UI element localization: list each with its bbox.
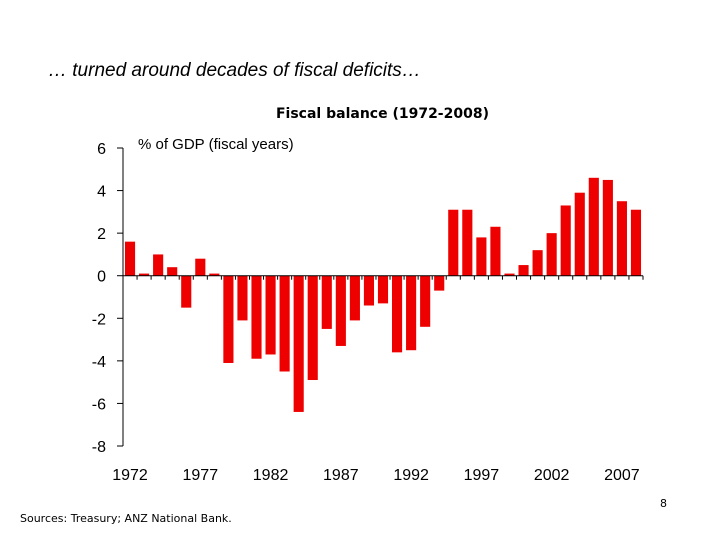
x-tick-labels: 1972 1977 1982 1987 1992 1997 2002 2007 [112,467,640,484]
bar-2008 [630,209,642,276]
bar-1997 [476,237,487,276]
bar-1991 [391,275,403,353]
bar-2003 [560,205,571,276]
bar-1989 [363,275,375,306]
sources-note: Sources: Treasury; ANZ National Bank. [20,512,232,525]
bar-2002 [546,233,557,276]
bar-2004 [574,192,585,276]
bar-1974 [153,254,164,276]
x-tick-label-1987: 1987 [323,467,359,484]
slide-title: … turned around decades of fiscal defici… [48,60,421,81]
bar-2000 [518,265,529,276]
bar-1980 [237,275,248,321]
bar-2001 [532,250,543,276]
y-tick-label: 0 [97,269,106,286]
y-tick-label: -8 [92,439,106,456]
bars-group [124,177,642,412]
page-number: 8 [660,497,667,510]
bar-1972 [124,241,136,276]
y-tick-label: 2 [97,226,106,243]
bar-1978 [209,273,220,276]
y-tick-label: -6 [92,396,106,413]
y-tick-label: -4 [92,354,106,371]
bar-1993 [420,275,431,327]
bar-1990 [377,275,389,304]
bar-2006 [602,179,613,276]
bar-1984 [293,275,304,412]
bar-1979 [223,275,234,363]
bar-1981 [251,275,262,359]
chart-subtitle: % of GDP (fiscal years) [138,136,294,153]
x-tick-label-2002: 2002 [534,467,570,484]
y-tick-labels: 6 4 2 0 -2 -4 -6 -8 [92,141,106,456]
bar-1995 [448,209,459,276]
bar-1998 [490,226,501,276]
bar-1985 [307,275,318,381]
bar-1975 [167,267,178,276]
x-tick-label-1992: 1992 [393,467,429,484]
bar-1987 [335,275,346,346]
x-tick-label-1977: 1977 [183,467,219,484]
x-tick-label-2007: 2007 [604,467,640,484]
bar-1976 [181,275,192,308]
y-tick-label: -2 [92,311,106,328]
y-tick-label: 6 [97,141,106,158]
x-tick-label-1982: 1982 [253,467,289,484]
bar-1977 [195,258,206,276]
x-tick-label-1972: 1972 [112,467,148,484]
bar-2007 [616,201,627,276]
y-tick-label: 4 [97,184,106,201]
chart-title: Fiscal balance (1972-2008) [275,106,489,122]
bar-1996 [462,209,473,276]
x-tick-label-1997: 1997 [464,467,500,484]
bar-1986 [321,275,332,329]
bar-1983 [279,275,290,372]
bar-1992 [406,275,417,351]
axes-group [117,147,644,447]
bar-1988 [349,275,360,321]
bar-1994 [434,275,445,291]
bar-2005 [588,177,599,276]
bar-1973 [139,273,150,276]
bar-1982 [265,275,276,355]
bar-1999 [504,273,515,276]
